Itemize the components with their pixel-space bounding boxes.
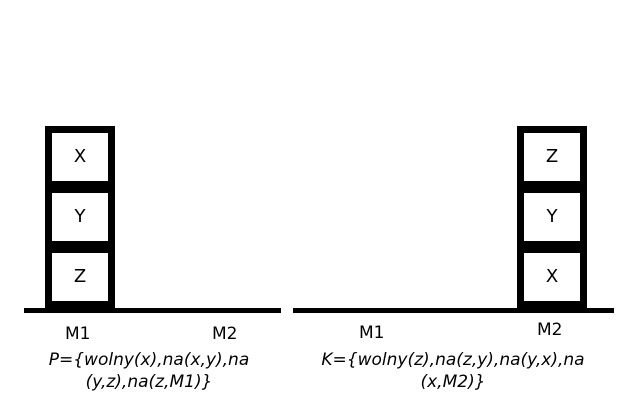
initial-block-top: X: [45, 126, 115, 188]
goal-place-m1-label: M1: [359, 323, 385, 343]
goal-block-bottom: X: [517, 246, 587, 308]
initial-block-middle: Y: [45, 186, 115, 248]
goal-block-bottom-label: X: [545, 266, 559, 287]
goal-table-line: [293, 308, 614, 313]
initial-place-m2-label: M2: [212, 324, 238, 344]
goal-state-formula: K={wolny(z),na(z,y),na(y,x),na (x,M2)}: [321, 350, 585, 392]
goal-block-middle: Y: [517, 186, 587, 248]
initial-state-formula: P={wolny(x),na(x,y),na (y,z),na(z,M1)}: [48, 350, 250, 392]
goal-block-middle-label: Y: [546, 206, 558, 227]
initial-place-m1-label: M1: [65, 324, 91, 344]
initial-block-bottom-label: Z: [73, 266, 87, 287]
initial-table-line: [24, 308, 281, 313]
goal-block-top: Z: [517, 126, 587, 188]
initial-block-bottom: Z: [45, 246, 115, 308]
goal-block-top-label: Z: [545, 146, 559, 167]
goal-place-m2-label: M2: [537, 320, 563, 340]
initial-block-middle-label: Y: [74, 206, 86, 227]
initial-block-top-label: X: [73, 146, 87, 167]
